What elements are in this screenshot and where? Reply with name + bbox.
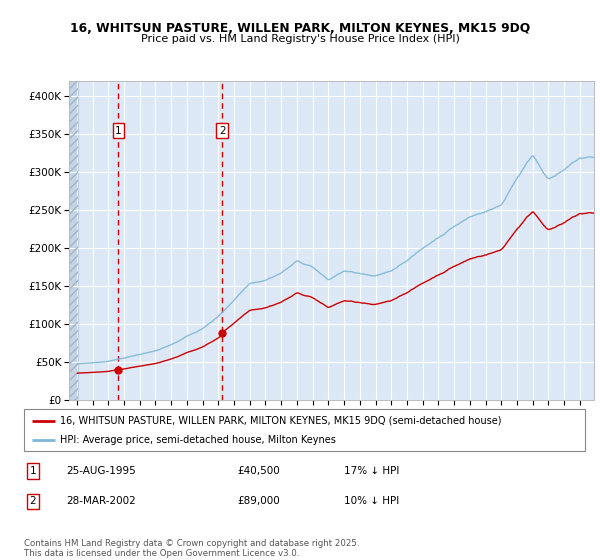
Text: 1: 1 (29, 466, 36, 476)
Bar (69, 81, 77, 400)
Text: 2: 2 (219, 125, 226, 136)
Text: Contains HM Land Registry data © Crown copyright and database right 2025.
This d: Contains HM Land Registry data © Crown c… (24, 539, 359, 558)
Text: 28-MAR-2002: 28-MAR-2002 (66, 496, 136, 506)
Text: £89,000: £89,000 (237, 496, 280, 506)
Text: £40,500: £40,500 (237, 466, 280, 476)
Text: 1: 1 (115, 125, 122, 136)
Text: 16, WHITSUN PASTURE, WILLEN PARK, MILTON KEYNES, MK15 9DQ (semi-detached house): 16, WHITSUN PASTURE, WILLEN PARK, MILTON… (61, 416, 502, 426)
Text: Price paid vs. HM Land Registry's House Price Index (HPI): Price paid vs. HM Land Registry's House … (140, 34, 460, 44)
Bar (69, 81, 77, 400)
Text: 2: 2 (29, 496, 36, 506)
Text: 16, WHITSUN PASTURE, WILLEN PARK, MILTON KEYNES, MK15 9DQ: 16, WHITSUN PASTURE, WILLEN PARK, MILTON… (70, 22, 530, 35)
Text: 10% ↓ HPI: 10% ↓ HPI (344, 496, 399, 506)
Bar (118, 81, 222, 400)
Text: 17% ↓ HPI: 17% ↓ HPI (344, 466, 399, 476)
Text: HPI: Average price, semi-detached house, Milton Keynes: HPI: Average price, semi-detached house,… (61, 435, 337, 445)
Text: 25-AUG-1995: 25-AUG-1995 (66, 466, 136, 476)
FancyBboxPatch shape (24, 409, 585, 451)
